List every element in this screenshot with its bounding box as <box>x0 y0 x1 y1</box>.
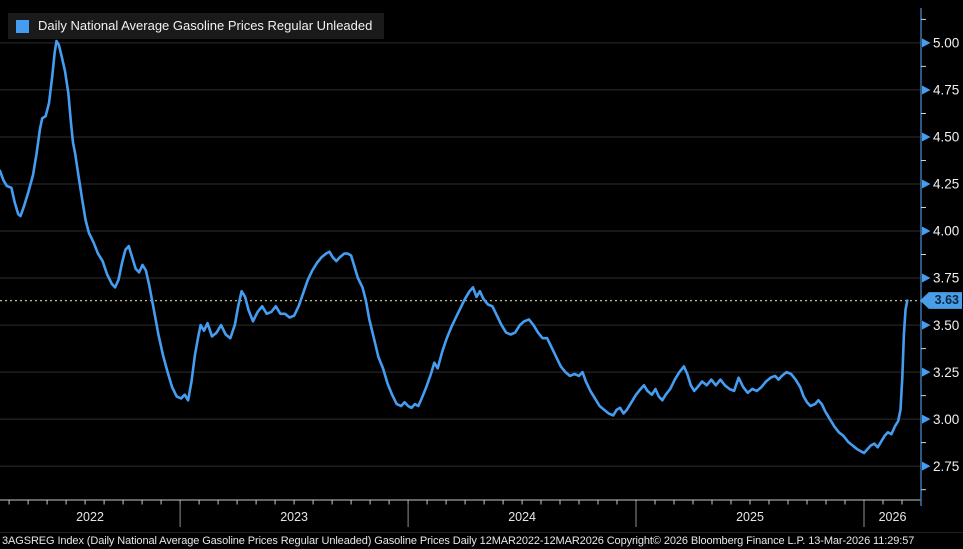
last-price-badge: 3.63 <box>920 292 962 309</box>
y-axis-tick-arrow-icon <box>922 461 931 471</box>
series-swatch-icon <box>16 19 29 33</box>
y-axis-tick-arrow-icon <box>922 414 931 424</box>
price-line-series[interactable] <box>0 39 909 455</box>
y-axis-label: 4.50 <box>933 130 959 145</box>
y-axis-label: 3.75 <box>933 271 959 286</box>
x-axis-label: 2025 <box>736 510 764 524</box>
x-axis-label: 2024 <box>508 510 536 524</box>
y-axis-tick-arrow-icon <box>922 85 931 95</box>
y-axis-tick-arrow-icon <box>922 38 931 48</box>
y-axis-tick-arrow-icon <box>922 320 931 330</box>
y-axis-label: 3.25 <box>933 365 959 380</box>
y-axis-label: 4.25 <box>933 177 959 192</box>
y-axis-label: 2.75 <box>933 459 959 474</box>
y-axis-tick-arrow-icon <box>922 132 931 142</box>
chart-legend[interactable]: Daily National Average Gasoline Prices R… <box>8 13 385 39</box>
y-axis-label: 4.00 <box>933 224 959 239</box>
y-axis-tick-arrow-icon <box>922 179 931 189</box>
x-axis-label: 2022 <box>76 510 104 524</box>
y-axis-tick-arrow-icon <box>922 367 931 377</box>
last-price-value: 3.63 <box>934 293 959 307</box>
x-axis-label: 2023 <box>280 510 308 524</box>
y-axis-label: 4.75 <box>933 83 959 98</box>
y-axis-label: 3.50 <box>933 318 959 333</box>
footer-bar: 3AGSREG Index (Daily National Average Ga… <box>0 532 963 549</box>
y-axis-label: 3.00 <box>933 412 959 427</box>
y-axis-tick-arrow-icon <box>922 226 931 236</box>
footer-text: 3AGSREG Index (Daily National Average Ga… <box>2 535 915 547</box>
y-axis-label: 5.00 <box>933 36 959 51</box>
y-axis-tick-arrow-icon <box>922 273 931 283</box>
x-axis-label: 2026 <box>879 510 907 524</box>
series-label: Daily National Average Gasoline Prices R… <box>38 18 373 33</box>
